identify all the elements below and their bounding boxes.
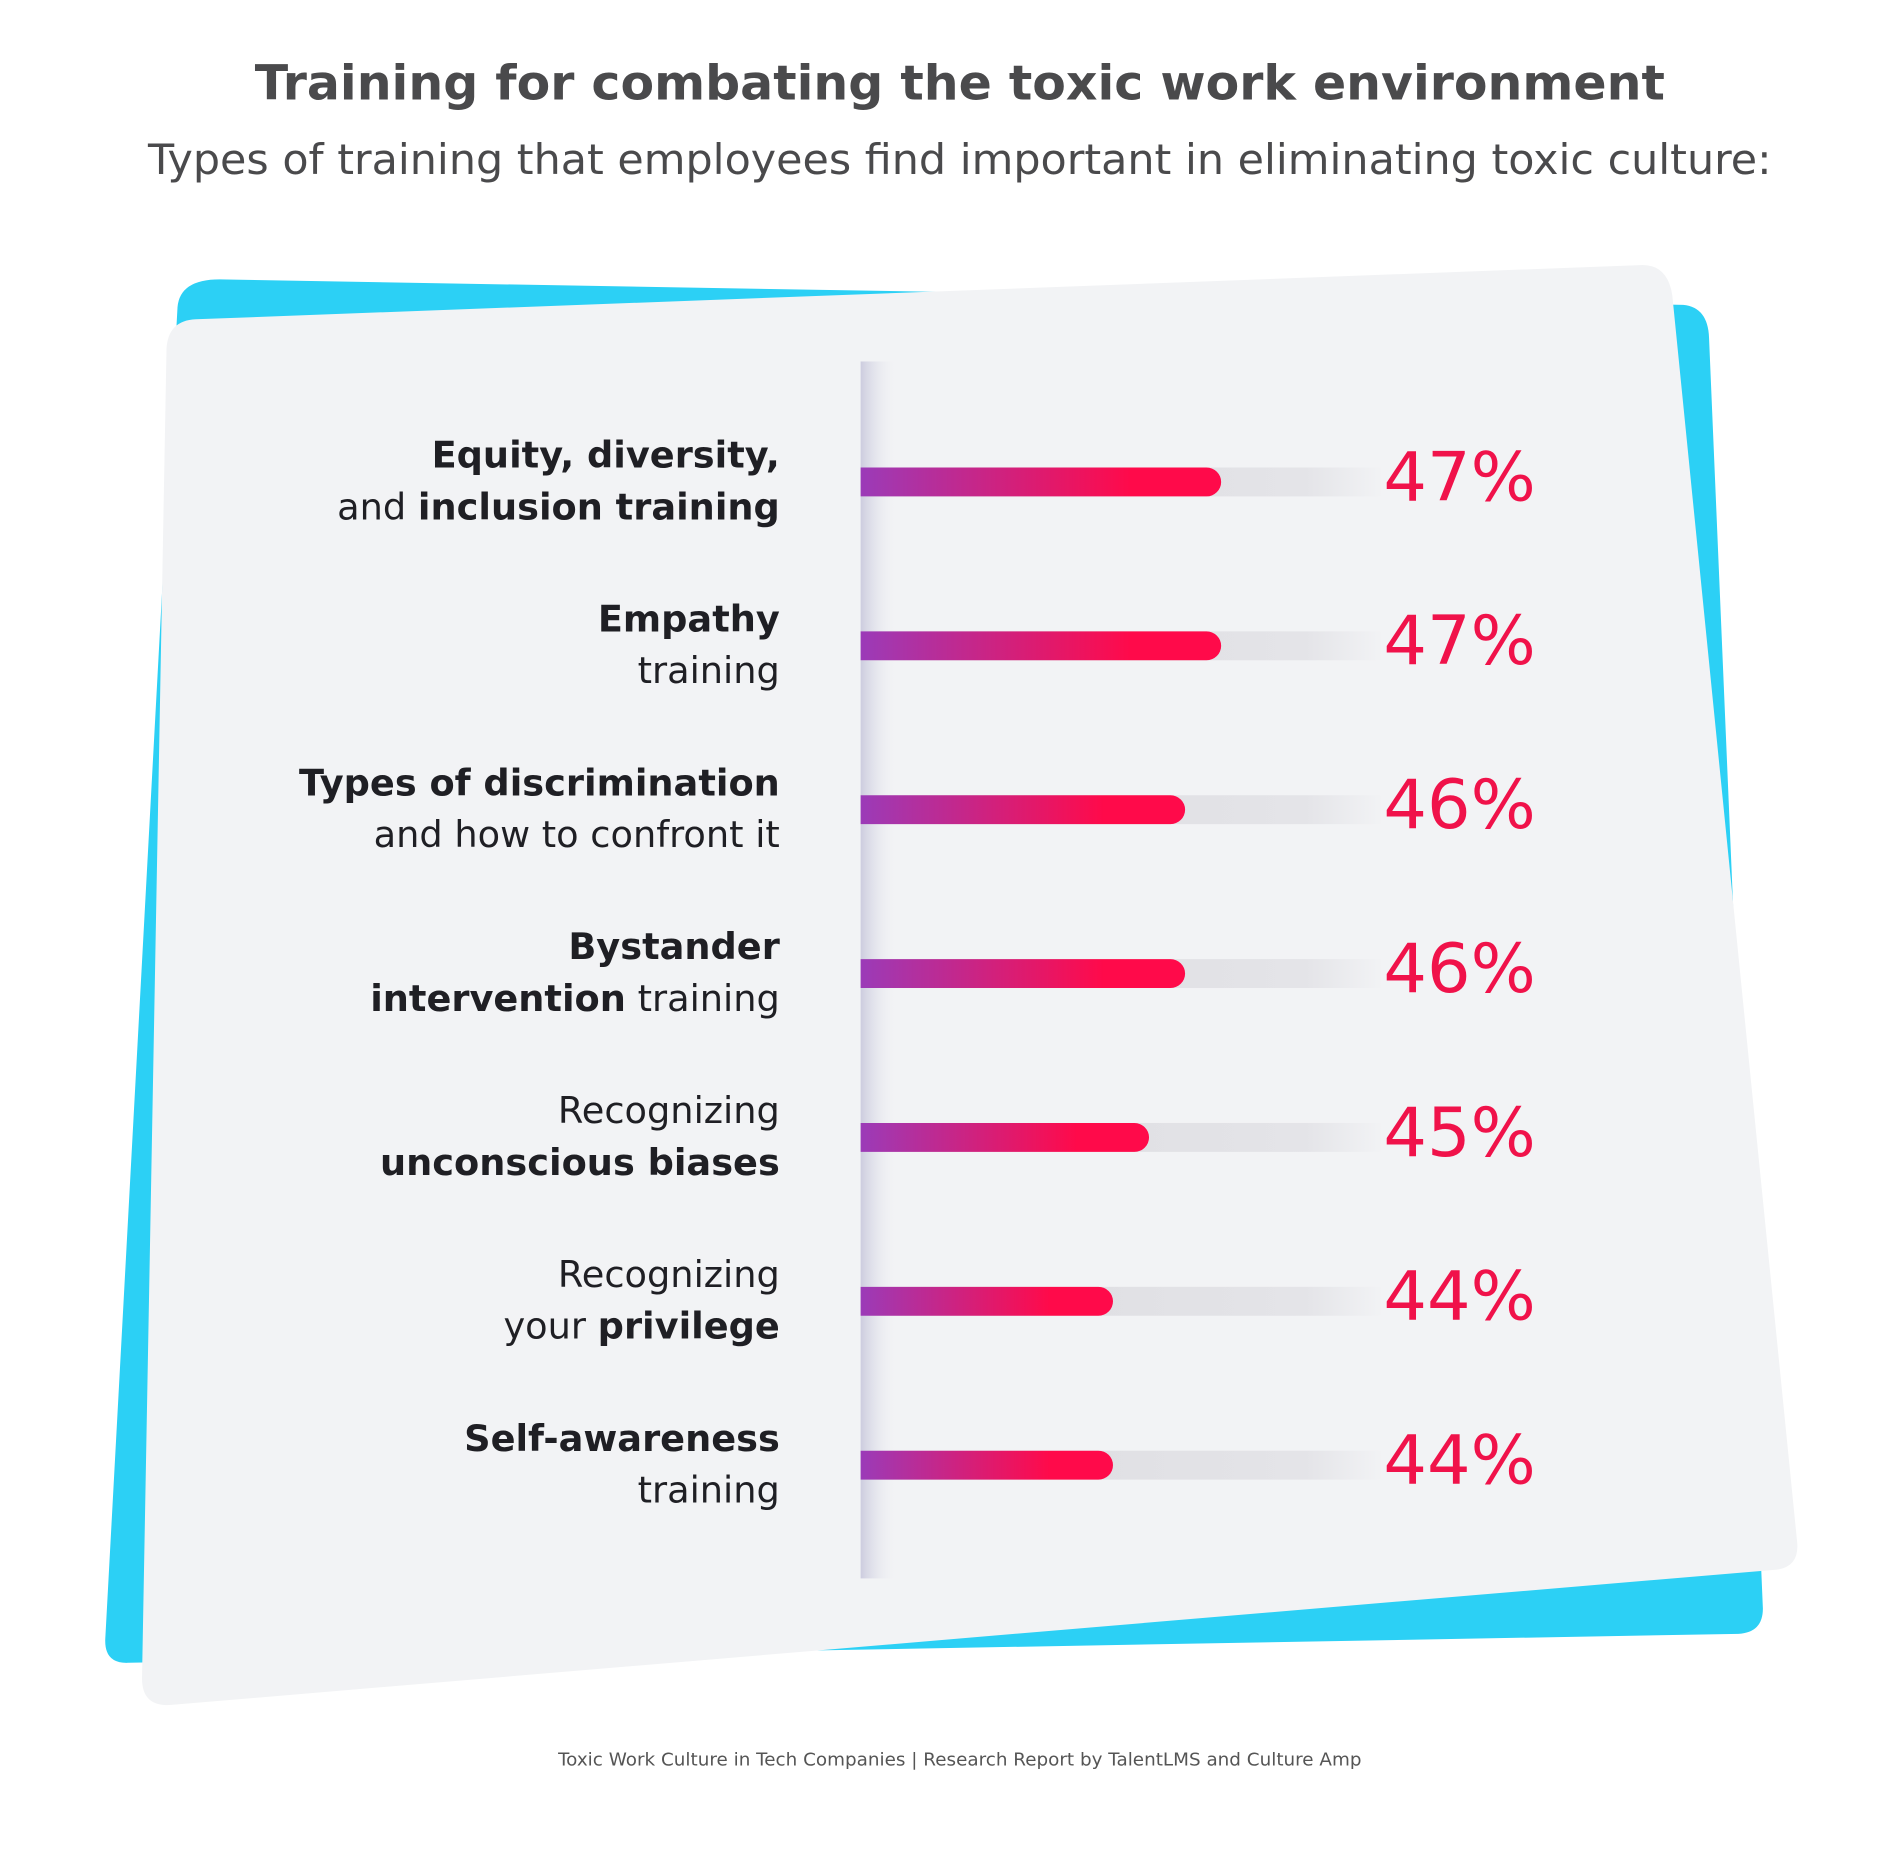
category-label: and inclusion training [337,485,780,528]
label-run: unconscious biases [380,1141,780,1184]
category-label: Bystander [568,925,780,968]
chart-subtitle: Types of training that employees find im… [147,136,1772,185]
label-run: Empathy [598,597,780,640]
value-label: 44% [1383,1422,1535,1500]
label-run: Self-awareness [464,1417,780,1460]
bar [860,631,1222,661]
category-label: Self-awareness [464,1417,780,1460]
label-run: privilege [598,1304,780,1347]
category-label: Empathy [598,597,780,640]
value-label: 44% [1383,1258,1535,1336]
category-label: Types of discrimination [299,761,780,804]
label-run: training [638,649,780,692]
value-label: 46% [1383,930,1535,1008]
bar [860,1450,1113,1480]
bar [860,795,1186,825]
category-label: and how to confront it [374,813,780,856]
label-run: intervention [370,977,626,1020]
label-run: training [626,977,780,1020]
value-label: 45% [1383,1094,1535,1172]
label-run: Bystander [568,925,780,968]
value-label: 46% [1383,767,1535,845]
label-run: training [638,1468,780,1511]
category-label: training [638,649,780,692]
category-label: Recognizing [558,1253,780,1296]
label-run: Recognizing [558,1089,780,1132]
source-note: Toxic Work Culture in Tech Companies | R… [557,1749,1361,1770]
label-run: and how to confront it [374,813,780,856]
category-label: Equity, diversity, [432,433,780,476]
bar [860,1286,1113,1316]
category-label: your privilege [503,1304,779,1347]
label-run: Types of discrimination [299,761,780,804]
value-label: 47% [1383,439,1535,517]
category-label: training [638,1468,780,1511]
bar [860,1122,1150,1152]
bar [860,467,1222,497]
label-run: and [337,485,418,528]
label-run: Recognizing [558,1253,780,1296]
label-run: your [503,1304,597,1347]
bar [860,959,1186,989]
label-run: Equity, diversity, [432,433,780,476]
chart-title: Training for combating the toxic work en… [255,56,1665,112]
category-label: intervention training [370,977,780,1020]
category-label: unconscious biases [380,1141,780,1184]
category-label: Recognizing [558,1089,780,1132]
value-label: 47% [1383,603,1535,681]
label-run: inclusion training [418,485,780,528]
